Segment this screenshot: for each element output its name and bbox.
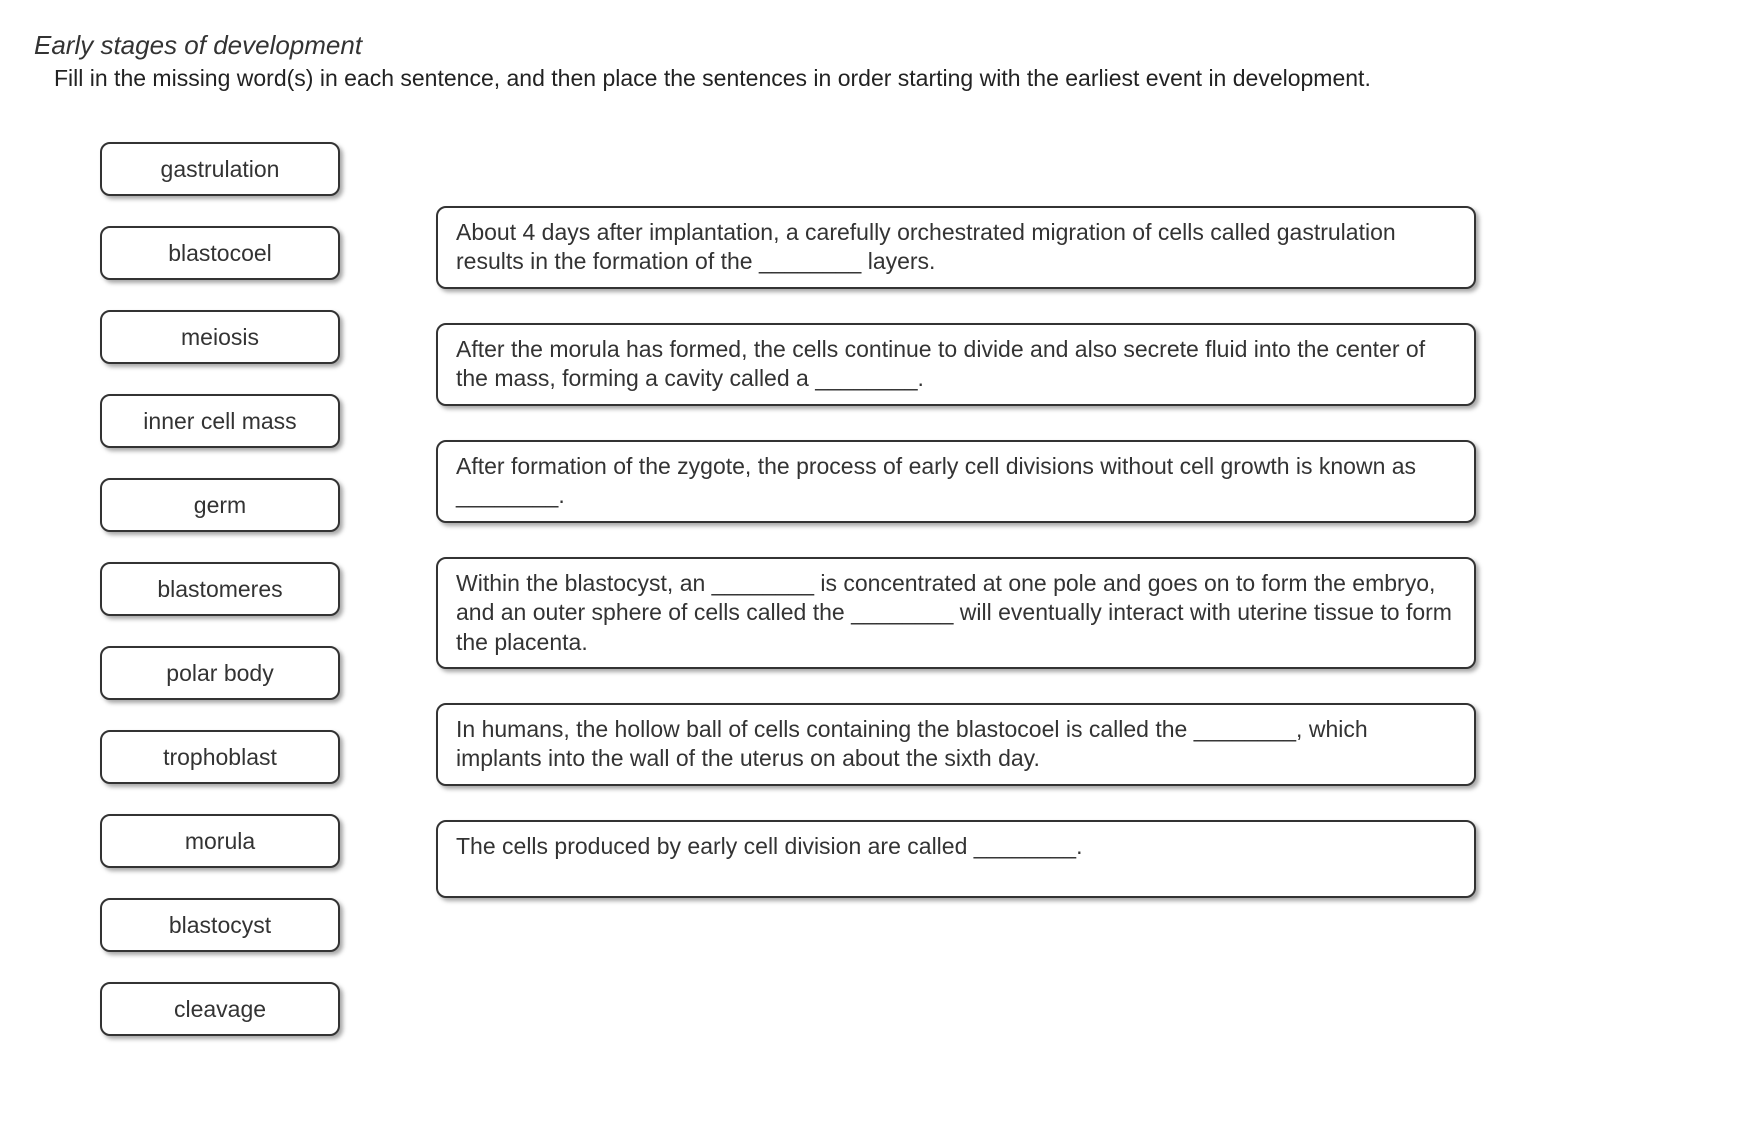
sentence-tile[interactable]: After formation of the zygote, the proce… — [436, 440, 1476, 523]
page: Early stages of development Fill in the … — [0, 0, 1758, 1136]
term-tile[interactable]: polar body — [100, 646, 340, 700]
instructions-text: Fill in the missing word(s) in each sent… — [54, 65, 1728, 92]
term-tile[interactable]: blastocoel — [100, 226, 340, 280]
sentence-tile[interactable]: About 4 days after implantation, a caref… — [436, 206, 1476, 289]
term-tile[interactable]: meiosis — [100, 310, 340, 364]
sentence-tile[interactable]: In humans, the hollow ball of cells cont… — [436, 703, 1476, 786]
term-tile[interactable]: gastrulation — [100, 142, 340, 196]
page-title: Early stages of development — [34, 30, 1728, 61]
sentence-tile[interactable]: The cells produced by early cell divisio… — [436, 820, 1476, 898]
term-tile[interactable]: inner cell mass — [100, 394, 340, 448]
term-tile[interactable]: trophoblast — [100, 730, 340, 784]
term-tile[interactable]: morula — [100, 814, 340, 868]
term-tile[interactable]: blastomeres — [100, 562, 340, 616]
sentence-tile[interactable]: After the morula has formed, the cells c… — [436, 323, 1476, 406]
term-tile[interactable]: blastocyst — [100, 898, 340, 952]
term-tile[interactable]: cleavage — [100, 982, 340, 1036]
term-tile[interactable]: germ — [100, 478, 340, 532]
sentences-column: About 4 days after implantation, a caref… — [436, 206, 1476, 932]
sentence-tile[interactable]: Within the blastocyst, an ________ is co… — [436, 557, 1476, 669]
terms-column: gastrulation blastocoel meiosis inner ce… — [100, 142, 340, 1066]
